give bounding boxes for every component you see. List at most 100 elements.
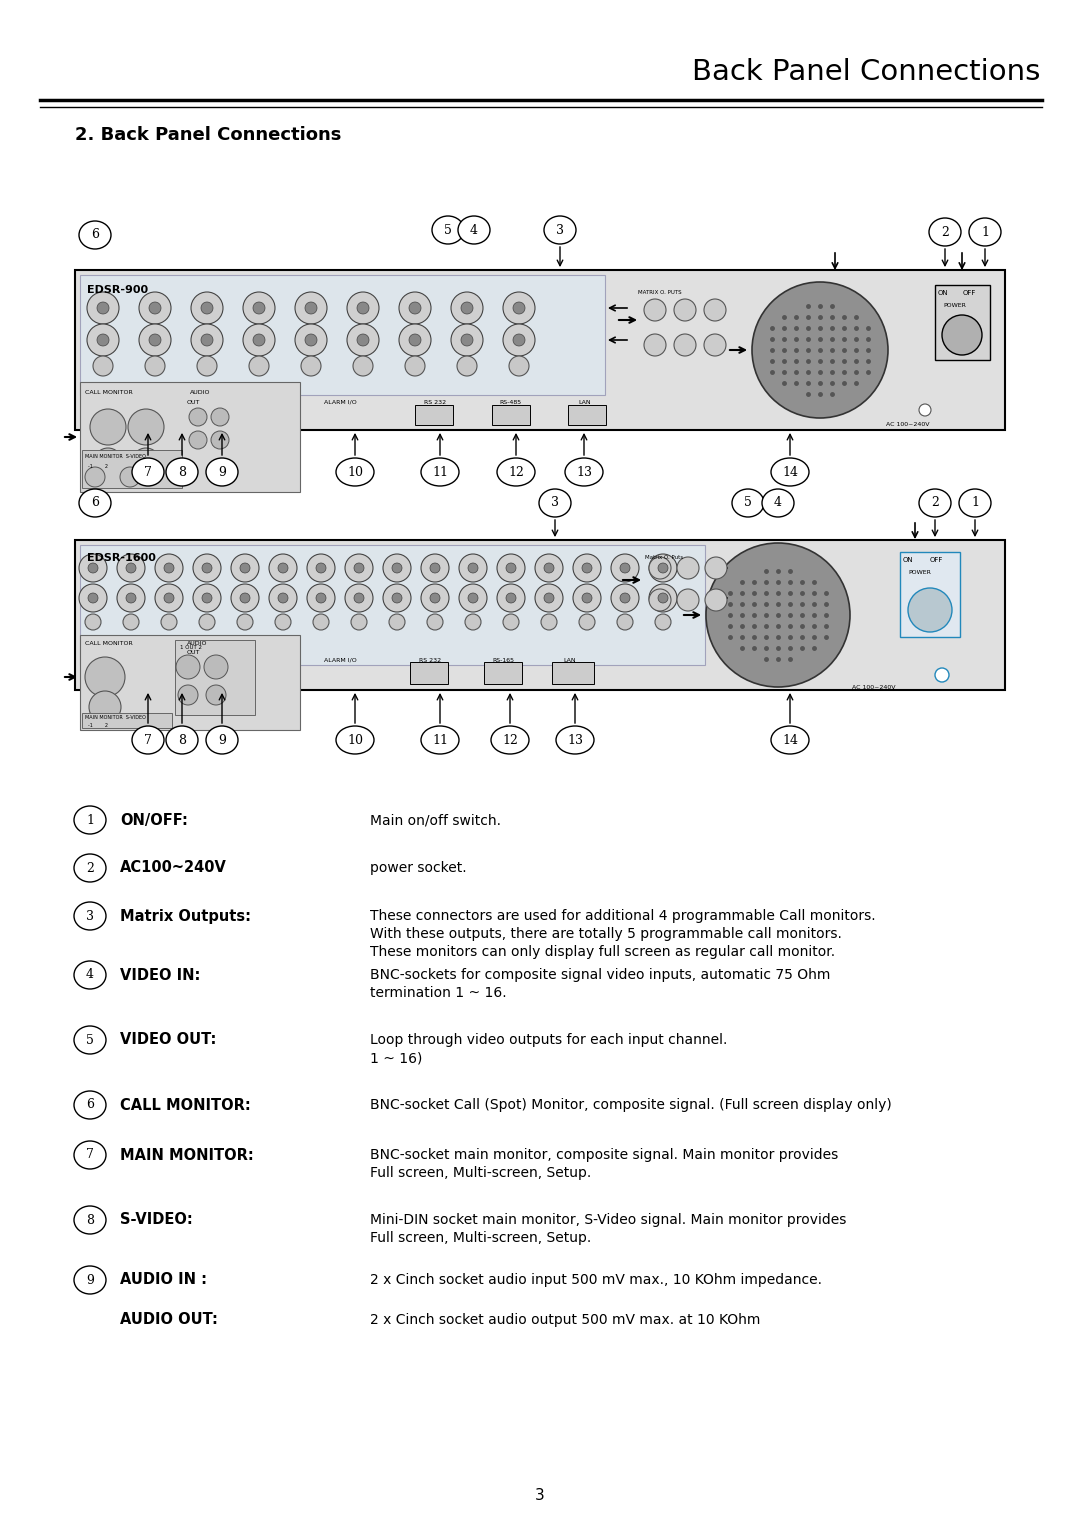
Circle shape [149, 303, 161, 313]
Circle shape [202, 593, 212, 604]
Bar [82, 451, 183, 487]
Circle shape [399, 292, 431, 324]
Circle shape [189, 408, 207, 426]
Bar [80, 275, 605, 396]
Circle shape [164, 593, 174, 604]
Ellipse shape [929, 219, 961, 246]
Text: Mini-DIN socket main monitor, S-Video signal. Main monitor provides: Mini-DIN socket main monitor, S-Video si… [370, 1213, 847, 1227]
Circle shape [541, 614, 557, 630]
Bar [75, 539, 1005, 691]
Text: 9: 9 [86, 1273, 94, 1287]
Text: Matrix O. Puts: Matrix O. Puts [645, 555, 684, 559]
Circle shape [191, 324, 222, 356]
Text: BNC-socket Call (Spot) Monitor, composite signal. (Full screen display only): BNC-socket Call (Spot) Monitor, composit… [370, 1099, 892, 1112]
Circle shape [295, 324, 327, 356]
Circle shape [89, 691, 121, 723]
Circle shape [193, 555, 221, 582]
Circle shape [87, 324, 119, 356]
Circle shape [249, 356, 269, 376]
Text: OUT: OUT [187, 400, 201, 405]
Text: 2: 2 [931, 497, 939, 509]
Circle shape [301, 356, 321, 376]
Text: 5: 5 [744, 497, 752, 509]
Text: MAIN MONITOR  S-VIDEO: MAIN MONITOR S-VIDEO [85, 454, 146, 458]
Ellipse shape [959, 489, 991, 516]
Circle shape [503, 324, 535, 356]
Text: S-VIDEO:: S-VIDEO: [120, 1213, 192, 1227]
Circle shape [202, 562, 212, 573]
Text: EDSR-1600: EDSR-1600 [87, 553, 156, 562]
Circle shape [243, 292, 275, 324]
Circle shape [677, 588, 699, 611]
Text: 13: 13 [576, 466, 592, 478]
Text: MAIN MONITOR  S-VIDEO: MAIN MONITOR S-VIDEO [85, 715, 146, 720]
Circle shape [357, 303, 369, 313]
Circle shape [193, 584, 221, 613]
Text: 3: 3 [86, 909, 94, 923]
Text: 1 ~ 16): 1 ~ 16) [370, 1051, 422, 1065]
Text: AC 100~240V: AC 100~240V [851, 685, 895, 691]
Circle shape [644, 335, 666, 356]
Text: 4: 4 [774, 497, 782, 509]
Text: 8: 8 [178, 466, 186, 478]
Circle shape [269, 555, 297, 582]
Text: 2. Back Panel Connections: 2. Back Panel Connections [75, 125, 341, 144]
Text: BNC-socket main monitor, composite signal. Main monitor provides: BNC-socket main monitor, composite signa… [370, 1148, 838, 1161]
Circle shape [79, 555, 107, 582]
Text: With these outputs, there are totally 5 programmable call monitors.: With these outputs, there are totally 5 … [370, 927, 842, 941]
Text: These connectors are used for additional 4 programmable Call monitors.: These connectors are used for additional… [370, 909, 876, 923]
Ellipse shape [75, 902, 106, 931]
Ellipse shape [421, 458, 459, 486]
Circle shape [582, 562, 592, 573]
Circle shape [347, 292, 379, 324]
Circle shape [139, 324, 171, 356]
Circle shape [161, 614, 177, 630]
Text: ON/OFF:: ON/OFF: [120, 813, 188, 828]
Circle shape [357, 335, 369, 345]
Text: 1: 1 [981, 226, 989, 238]
Ellipse shape [919, 489, 951, 516]
Ellipse shape [132, 726, 164, 753]
Circle shape [295, 292, 327, 324]
Ellipse shape [556, 726, 594, 753]
Bar [415, 405, 453, 425]
Circle shape [354, 562, 364, 573]
Circle shape [617, 614, 633, 630]
Text: ALARM I/O: ALARM I/O [324, 659, 356, 663]
Text: OFF: OFF [930, 558, 943, 562]
Bar [492, 405, 530, 425]
Text: 14: 14 [782, 733, 798, 747]
Text: POWER: POWER [908, 570, 931, 575]
Text: 1: 1 [86, 813, 94, 827]
Circle shape [243, 324, 275, 356]
Text: 12: 12 [508, 466, 524, 478]
Circle shape [430, 593, 440, 604]
Ellipse shape [75, 961, 106, 989]
Text: 11: 11 [432, 733, 448, 747]
Text: MAIN MONITOR:: MAIN MONITOR: [120, 1148, 254, 1163]
Circle shape [231, 555, 259, 582]
Ellipse shape [432, 215, 464, 244]
Circle shape [305, 335, 318, 345]
Circle shape [509, 356, 529, 376]
Ellipse shape [421, 726, 459, 753]
Circle shape [427, 614, 443, 630]
Text: RS 232: RS 232 [419, 659, 441, 663]
Ellipse shape [206, 726, 238, 753]
Circle shape [145, 356, 165, 376]
Circle shape [120, 468, 140, 487]
Circle shape [658, 593, 669, 604]
Circle shape [503, 292, 535, 324]
Circle shape [275, 614, 291, 630]
Circle shape [351, 614, 367, 630]
Text: AC100~240V: AC100~240V [120, 860, 227, 876]
Circle shape [409, 303, 421, 313]
Text: OUT: OUT [187, 649, 201, 656]
Text: 8: 8 [178, 733, 186, 747]
Circle shape [649, 558, 671, 579]
Circle shape [97, 335, 109, 345]
Circle shape [201, 335, 213, 345]
Circle shape [704, 299, 726, 321]
Circle shape [919, 403, 931, 416]
Circle shape [117, 584, 145, 613]
